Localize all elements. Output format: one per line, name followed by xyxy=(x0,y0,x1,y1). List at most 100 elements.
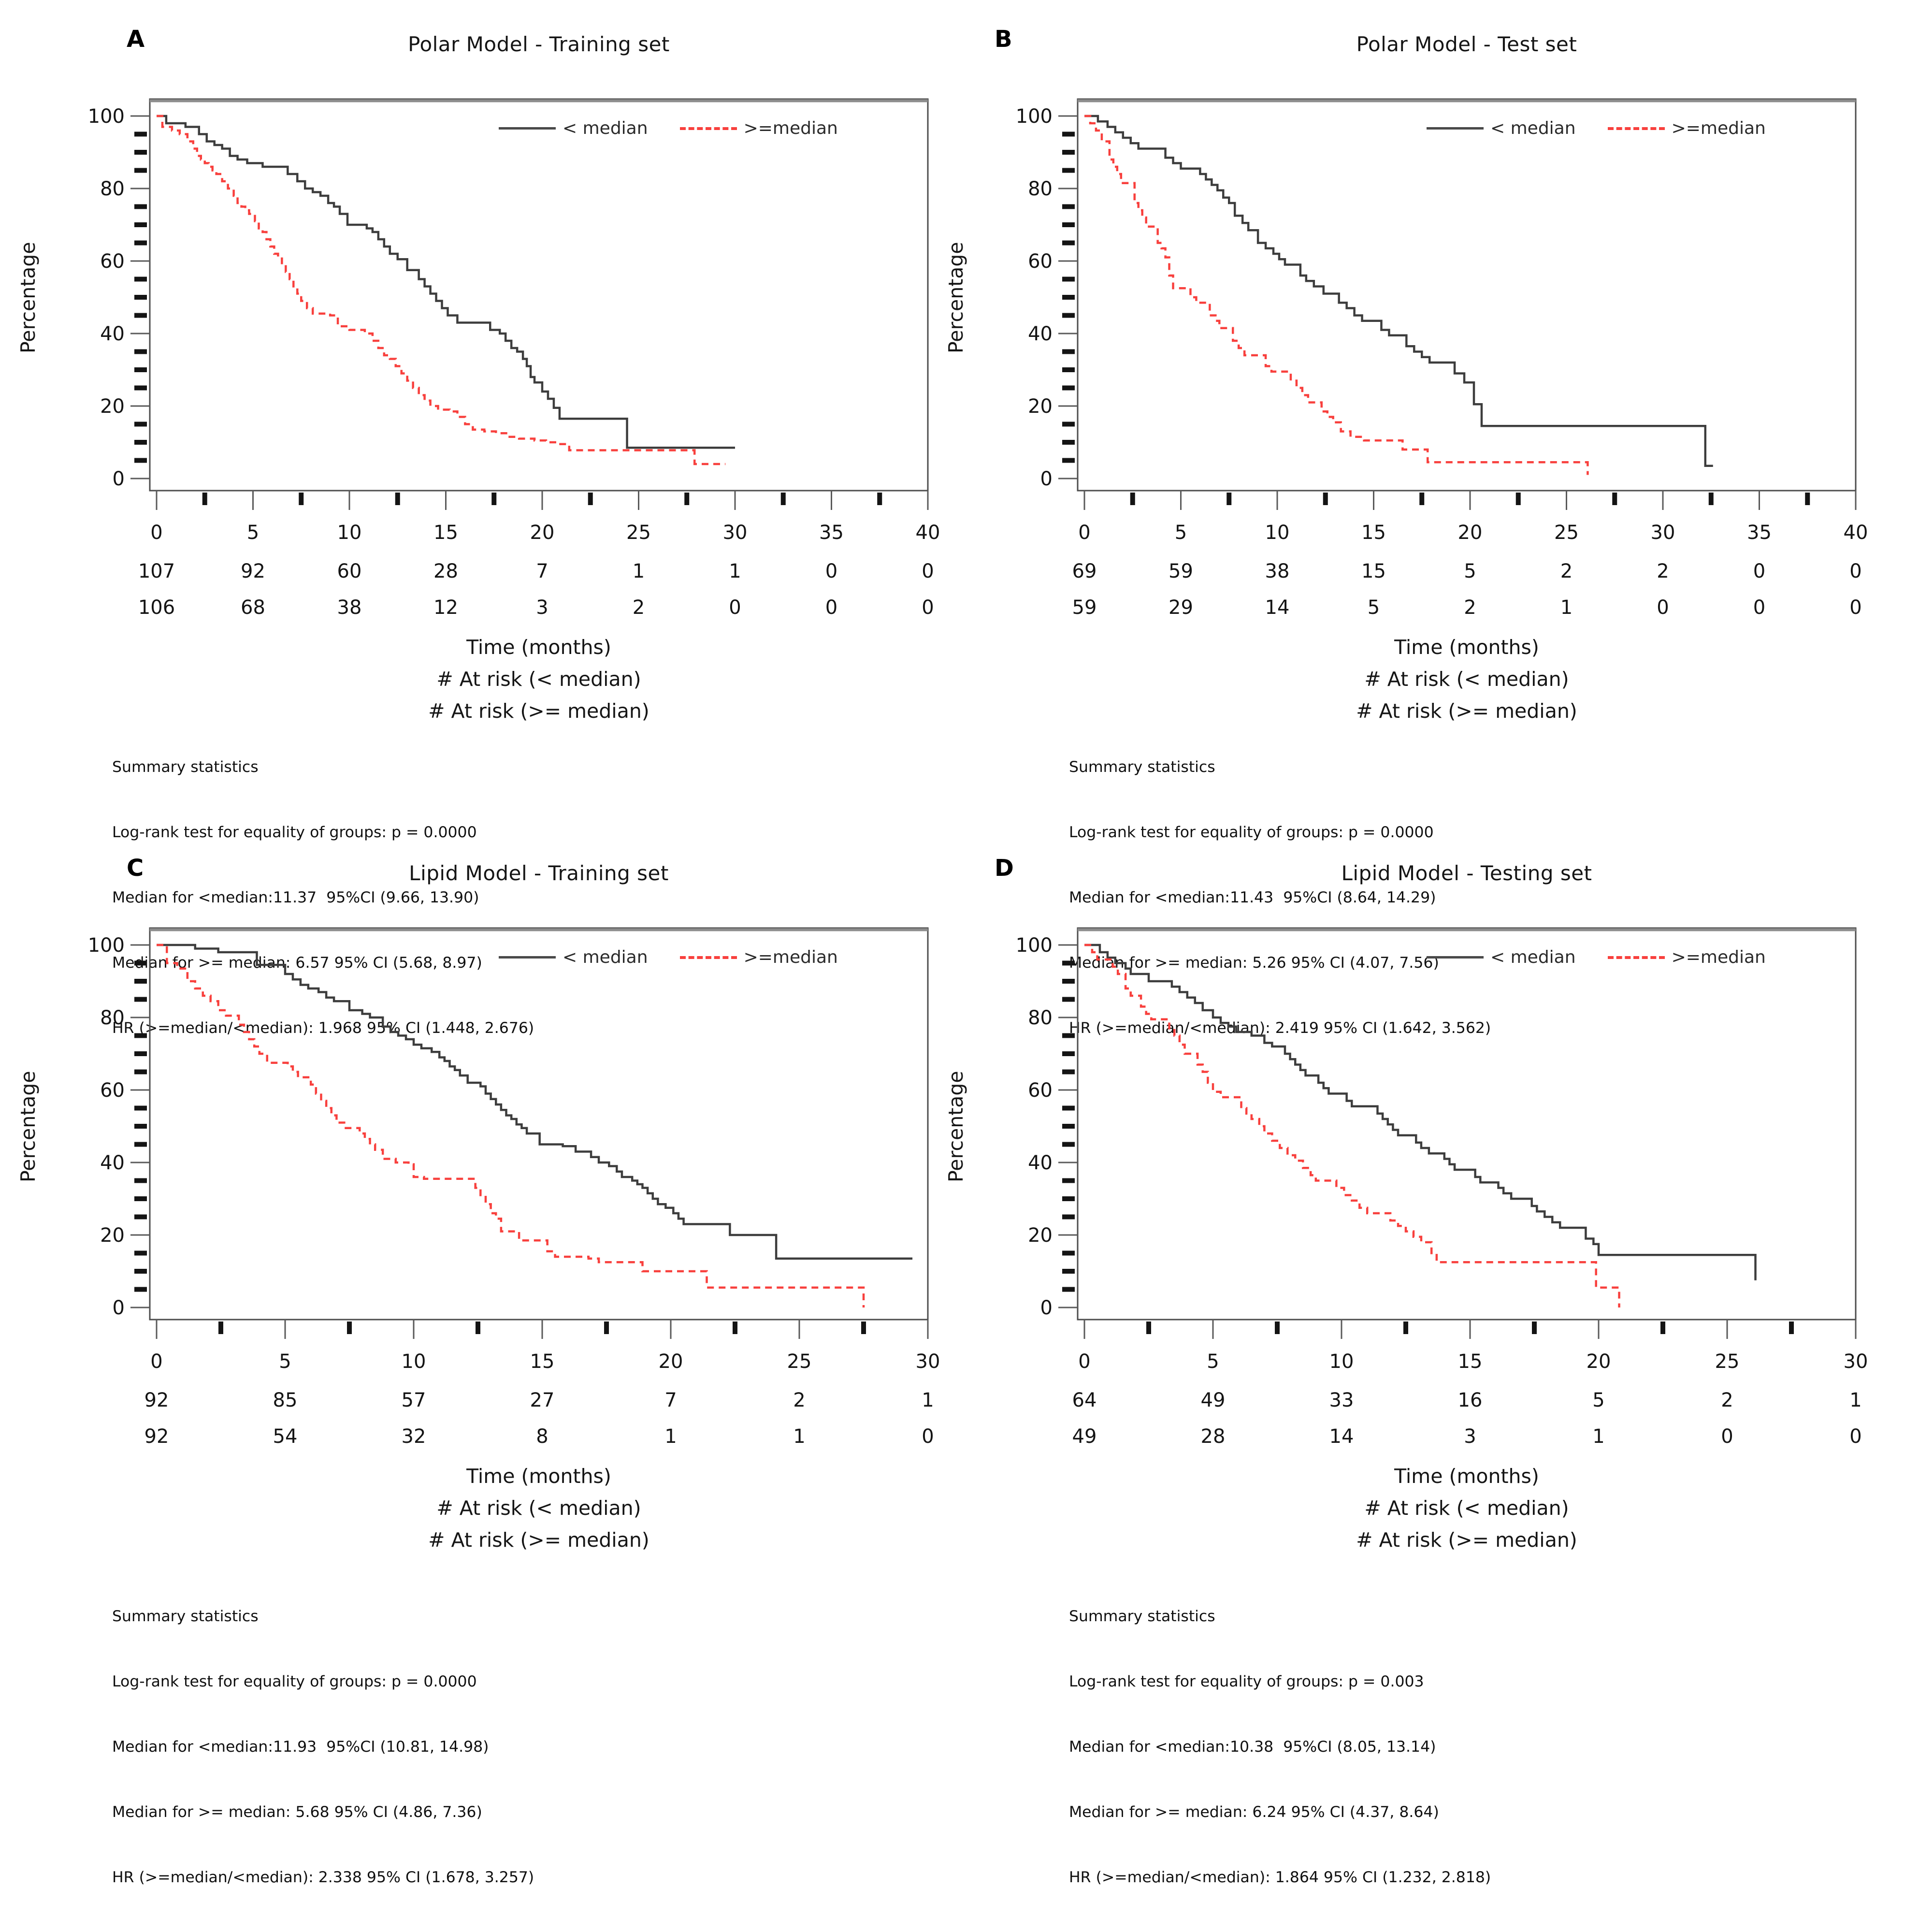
svg-text:12: 12 xyxy=(433,596,458,619)
at-risk-caption-lt: # At risk (< median) xyxy=(436,1496,641,1520)
svg-text:2: 2 xyxy=(1721,1389,1733,1411)
svg-text:15: 15 xyxy=(1361,522,1386,544)
svg-text:30: 30 xyxy=(916,1351,940,1373)
svg-text:92: 92 xyxy=(241,560,265,582)
svg-text:0: 0 xyxy=(922,1425,934,1448)
svg-text:0: 0 xyxy=(1849,596,1861,619)
svg-text:15: 15 xyxy=(1458,1351,1483,1373)
panel-polar-test: B Polar Model - Test set Percentage 0 20 4… xyxy=(942,7,1880,1037)
panel-polar-training: A Polar Model - Training set Percentage … xyxy=(14,7,952,1037)
svg-text:33: 33 xyxy=(1329,1389,1354,1411)
svg-text:0: 0 xyxy=(1753,596,1765,619)
chart-title: Lipid Model - Testing set xyxy=(1341,861,1592,885)
summary-statistics: Summary statistics Log-rank test for equ… xyxy=(112,713,534,1083)
legend-line-dashed xyxy=(679,956,737,959)
legend-line-solid xyxy=(1427,127,1484,130)
svg-text:25: 25 xyxy=(1554,522,1579,544)
at-risk-caption-ge: # At risk (>= median) xyxy=(428,699,649,723)
svg-text:20: 20 xyxy=(659,1351,683,1373)
summary-hr: HR (>=median/<median): 1.968 95% CI (1.4… xyxy=(112,1019,534,1037)
legend: < median >=median xyxy=(1427,947,1766,967)
svg-text:0: 0 xyxy=(825,560,837,582)
svg-text:29: 29 xyxy=(1169,596,1193,619)
svg-text:40: 40 xyxy=(1844,522,1868,544)
x-axis-label: Time (months) xyxy=(466,636,611,659)
svg-text:20: 20 xyxy=(1587,1351,1611,1373)
legend-line-dashed xyxy=(679,127,737,130)
summary-median-ge: Median for >= median: 6.57 95% CI (5.68,… xyxy=(112,954,482,972)
svg-text:0: 0 xyxy=(113,468,125,490)
svg-text:0: 0 xyxy=(922,560,934,582)
svg-text:15: 15 xyxy=(1361,560,1386,582)
chart-title: Polar Model - Training set xyxy=(408,32,670,56)
legend-label-lt-median: < median xyxy=(1490,947,1576,967)
svg-text:60: 60 xyxy=(1028,250,1053,273)
panel-lipid-training: C Lipid Model - Training set Percentage … xyxy=(14,836,952,1886)
svg-text:106: 106 xyxy=(138,596,175,619)
svg-text:1: 1 xyxy=(729,560,741,582)
summary-title: Summary statistics xyxy=(1069,758,1215,776)
svg-text:8: 8 xyxy=(536,1425,548,1448)
svg-text:0: 0 xyxy=(1849,560,1861,582)
at-risk-caption-ge: # At risk (>= median) xyxy=(428,1528,649,1552)
summary-hr: HR (>=median/<median): 2.338 95% CI (1.6… xyxy=(112,1869,534,1886)
svg-text:0: 0 xyxy=(1721,1425,1733,1448)
svg-text:20: 20 xyxy=(1028,395,1053,418)
at-risk-caption-lt: # At risk (< median) xyxy=(1364,1496,1569,1520)
x-axis-label: Time (months) xyxy=(1394,1465,1539,1488)
svg-text:85: 85 xyxy=(273,1389,298,1411)
x-axis-label: Time (months) xyxy=(1394,636,1539,659)
panel-letter: A xyxy=(127,26,145,53)
svg-text:5: 5 xyxy=(1175,522,1187,544)
svg-text:5: 5 xyxy=(1464,560,1476,582)
svg-text:2: 2 xyxy=(1560,560,1573,582)
panel-letter: C xyxy=(127,855,144,882)
svg-text:1: 1 xyxy=(664,1425,677,1448)
legend-label-ge-median: >=median xyxy=(743,118,838,138)
figure-page: { "chart_data": [ { "type": "line", "pan… xyxy=(14,7,1880,1886)
at-risk-caption-lt: # At risk (< median) xyxy=(1364,668,1569,691)
legend-line-solid xyxy=(499,127,556,130)
svg-text:5: 5 xyxy=(1368,596,1380,619)
svg-text:0: 0 xyxy=(150,1351,162,1373)
svg-text:2: 2 xyxy=(633,596,645,619)
svg-text:1: 1 xyxy=(922,1389,934,1411)
svg-text:80: 80 xyxy=(1028,178,1053,200)
summary-median-lt: Median for <median:11.37 95%CI (9.66, 13… xyxy=(112,889,479,906)
summary-hr: HR (>=median/<median): 1.864 95% CI (1.2… xyxy=(1069,1869,1491,1886)
legend-label-ge-median: >=median xyxy=(1671,118,1766,138)
svg-text:0: 0 xyxy=(113,1297,125,1319)
svg-text:38: 38 xyxy=(337,596,362,619)
summary-logrank: Log-rank test for equality of groups: p … xyxy=(112,1673,477,1690)
svg-text:20: 20 xyxy=(100,395,125,418)
chart-title: Lipid Model - Training set xyxy=(409,861,669,885)
svg-text:20: 20 xyxy=(100,1224,125,1247)
svg-text:2: 2 xyxy=(1464,596,1476,619)
summary-logrank: Log-rank test for equality of groups: p … xyxy=(1069,824,1434,841)
svg-text:40: 40 xyxy=(916,522,940,544)
svg-text:92: 92 xyxy=(144,1389,169,1411)
summary-median-ge: Median for >= median: 5.68 95% CI (4.86,… xyxy=(112,1803,482,1821)
summary-title: Summary statistics xyxy=(112,1608,259,1625)
svg-text:5: 5 xyxy=(1592,1389,1604,1411)
svg-text:15: 15 xyxy=(433,522,458,544)
svg-text:57: 57 xyxy=(402,1389,426,1411)
svg-text:54: 54 xyxy=(273,1425,298,1448)
svg-text:14: 14 xyxy=(1329,1425,1354,1448)
svg-text:7: 7 xyxy=(664,1389,677,1411)
svg-text:25: 25 xyxy=(626,522,651,544)
svg-text:92: 92 xyxy=(144,1425,169,1448)
panel-letter: B xyxy=(995,26,1012,53)
svg-text:100: 100 xyxy=(88,105,125,128)
svg-text:100: 100 xyxy=(1016,934,1053,957)
summary-logrank: Log-rank test for equality of groups: p … xyxy=(1069,1673,1424,1690)
svg-text:30: 30 xyxy=(723,522,748,544)
legend-line-solid xyxy=(1427,956,1484,959)
summary-median-lt: Median for <median:11.43 95%CI (8.64, 14… xyxy=(1069,889,1436,906)
svg-text:10: 10 xyxy=(337,522,362,544)
svg-text:1: 1 xyxy=(1592,1425,1604,1448)
summary-median-lt: Median for <median:11.93 95%CI (10.81, 1… xyxy=(112,1738,489,1756)
svg-text:5: 5 xyxy=(247,522,259,544)
